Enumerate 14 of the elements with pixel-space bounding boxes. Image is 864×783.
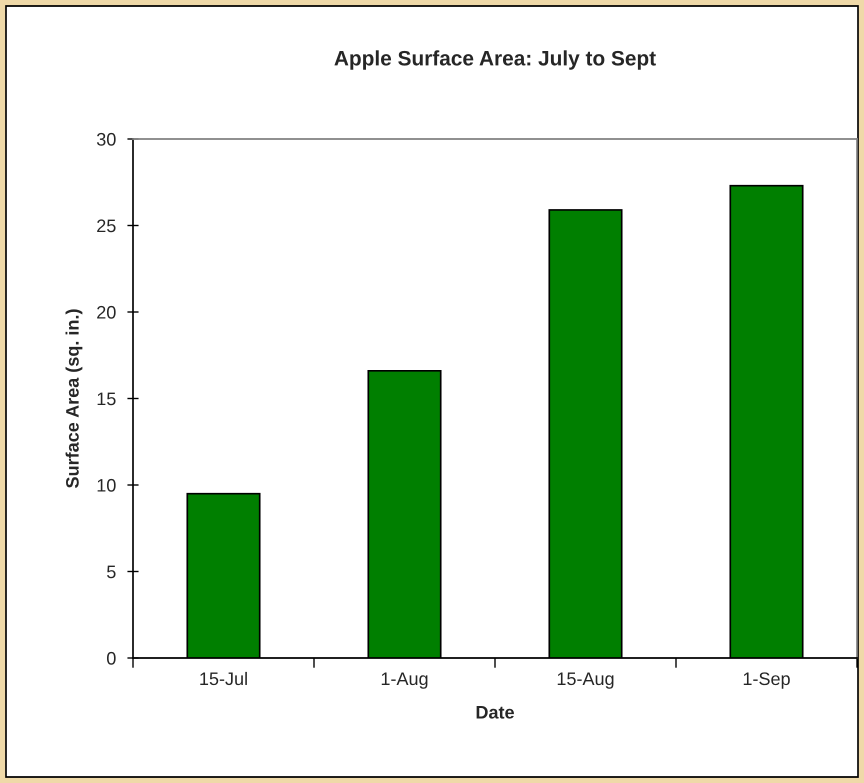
y-tick-label: 5 <box>107 566 116 578</box>
x-tick-label: 15-Jul <box>200 672 247 686</box>
x-axis-title: Date <box>476 706 514 719</box>
y-tick-label: 25 <box>97 219 116 232</box>
chart-title: Apple Surface Area: July to Sept <box>334 50 656 70</box>
y-tick-label: 30 <box>96 132 116 146</box>
x-tick-label: 1-Sep <box>744 672 790 689</box>
y-tick-label: 20 <box>97 306 116 319</box>
x-tick-label: 15-Aug <box>558 672 614 689</box>
y-tick-label: 15 <box>98 392 116 406</box>
y-tick-label: 10 <box>98 478 116 492</box>
y-tick-label: 0 <box>107 652 116 665</box>
y-axis-title: Surface Area (sq. in.) <box>66 309 82 488</box>
x-tick-label: 1-Aug <box>382 672 428 689</box>
